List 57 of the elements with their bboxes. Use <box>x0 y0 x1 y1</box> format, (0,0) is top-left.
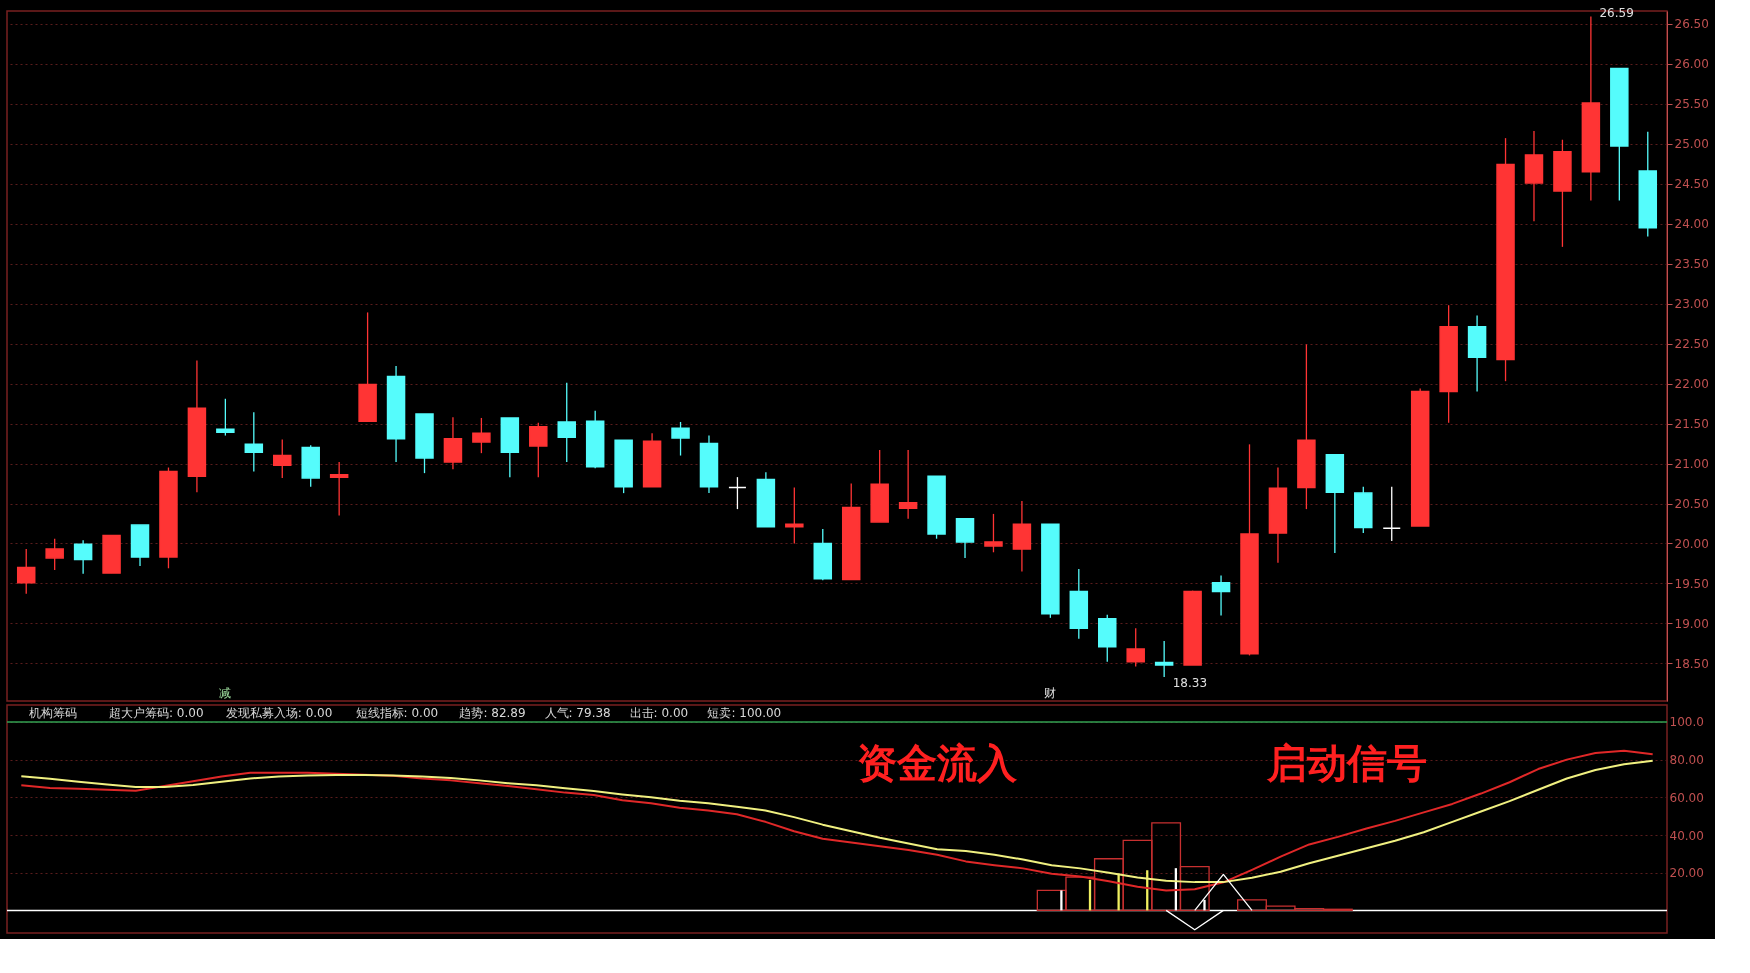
annotation: 启动信号 <box>1266 740 1427 786</box>
y-tick-label: 25.50 <box>1674 97 1709 112</box>
y-tick-label: 19.00 <box>1674 616 1709 631</box>
candlestick <box>955 517 975 559</box>
candlestick <box>73 539 93 575</box>
y-tick-label: 26.50 <box>1674 17 1709 32</box>
annotation: 趋势: 82.89 <box>459 706 526 720</box>
y-tick-label: 26.00 <box>1674 57 1709 72</box>
candlestick <box>1382 486 1401 542</box>
y-tick-label: 20.00 <box>1669 866 1704 881</box>
y-tick-label: 18.50 <box>1674 656 1709 671</box>
candlestick <box>557 382 576 463</box>
annotation: 超大户筹码: 0.00 <box>109 706 204 720</box>
chart-title: 机构筹码 <box>29 706 77 720</box>
candlestick <box>216 398 235 437</box>
annotation: 资金流入 <box>857 740 1018 786</box>
y-tick-label: 24.00 <box>1674 217 1709 232</box>
candlestick <box>671 421 690 457</box>
candlestick <box>1211 574 1231 617</box>
candlestick <box>273 438 292 479</box>
candlestick <box>244 411 264 473</box>
y-tick-label: 25.00 <box>1674 137 1709 152</box>
y-tick-label: 22.00 <box>1674 377 1709 392</box>
candlestick <box>1126 627 1145 668</box>
candlestick <box>45 538 64 571</box>
y-tick-label: 60.00 <box>1669 790 1704 805</box>
candlestick <box>1154 640 1174 678</box>
annotation: 出击: 0.00 <box>629 706 689 720</box>
y-tick-label: 100.0 <box>1669 715 1704 730</box>
annotation: 18.33 <box>1172 676 1208 691</box>
bar <box>1060 890 1063 911</box>
annotation: 人气: 79.38 <box>544 706 611 720</box>
candlestick <box>984 513 1003 553</box>
y-tick-label: 40.00 <box>1669 828 1704 843</box>
y-tick-label: 22.50 <box>1674 337 1709 352</box>
y-tick-label: 24.50 <box>1674 177 1709 192</box>
candlestick <box>728 476 747 510</box>
y-tick-label: 23.00 <box>1674 297 1709 312</box>
candlestick <box>529 422 548 478</box>
candlestick <box>443 416 463 470</box>
candlestick <box>16 548 36 595</box>
candlestick <box>898 449 918 520</box>
y-tick-label: 80.00 <box>1669 753 1704 768</box>
y-tick-label: 21.00 <box>1674 457 1709 472</box>
y-tick-label: 19.50 <box>1674 576 1709 591</box>
annotation: 短线指标: 0.00 <box>355 706 439 720</box>
annotation: 财 <box>1044 686 1057 700</box>
annotation: 减 <box>219 686 232 700</box>
annotation: 发现私募入场: 0.00 <box>225 706 333 720</box>
candlestick <box>329 461 349 517</box>
y-tick-label: 20.00 <box>1674 536 1709 551</box>
annotation: 26.59 <box>1599 5 1634 20</box>
y-tick-label: 21.50 <box>1674 417 1709 432</box>
annotation: 短卖: 100.00 <box>707 706 782 720</box>
y-tick-label: 20.50 <box>1674 497 1709 512</box>
y-tick-label: 23.50 <box>1674 257 1709 272</box>
candlestick <box>472 417 491 454</box>
